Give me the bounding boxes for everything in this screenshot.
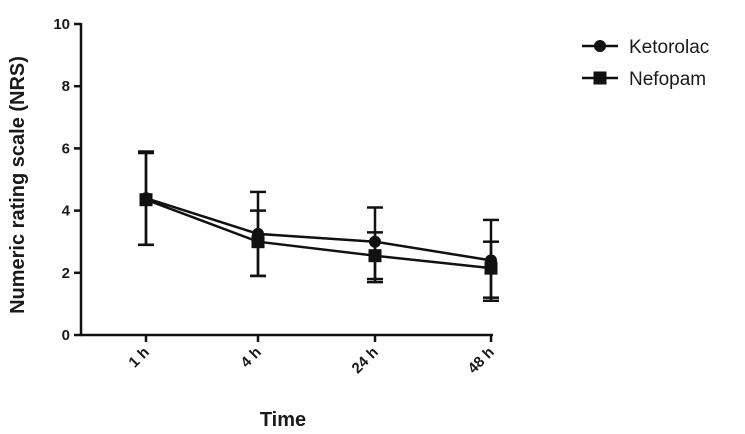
data-point-nefopam [139, 193, 153, 207]
legend-item-nefopam: Nefopam [582, 69, 706, 90]
y-tick-label: 2 [62, 265, 70, 282]
series-line-nefopam [145, 198, 492, 270]
legend-marker-circle [594, 40, 606, 52]
y-axis-ticks: 0 2 4 6 8 10 [53, 16, 81, 344]
x-tick-label: 24 h [349, 344, 382, 377]
data-point-nefopam [484, 261, 498, 275]
y-tick-label: 0 [62, 327, 70, 344]
y-tick-label: 4 [62, 203, 71, 220]
y-tick-label: 10 [53, 16, 70, 33]
legend: Ketorolac Nefopam [582, 37, 709, 90]
series-nefopam [138, 151, 499, 299]
y-axis-title: Numeric rating scale (NRS) [7, 56, 29, 314]
data-point-nefopam [368, 249, 382, 263]
legend-label-nefopam: Nefopam [629, 69, 706, 90]
x-tick-label: 1 h [125, 344, 152, 371]
data-point-nefopam [251, 235, 265, 249]
legend-label-ketorolac: Ketorolac [629, 37, 709, 58]
y-tick-label: 8 [62, 78, 70, 95]
legend-marker-square [593, 71, 607, 85]
x-tick-label: 4 h [237, 344, 264, 371]
x-axis-ticks: 1 h 4 h 24 h 48 h [125, 335, 498, 377]
series-layer [138, 150, 499, 303]
x-tick-label: 48 h [465, 344, 498, 377]
x-axis-title: Time [260, 409, 306, 431]
y-tick-label: 6 [62, 140, 70, 157]
series-ketorolac [138, 150, 499, 303]
series-line-ketorolac [145, 196, 492, 262]
legend-item-ketorolac: Ketorolac [582, 37, 709, 58]
